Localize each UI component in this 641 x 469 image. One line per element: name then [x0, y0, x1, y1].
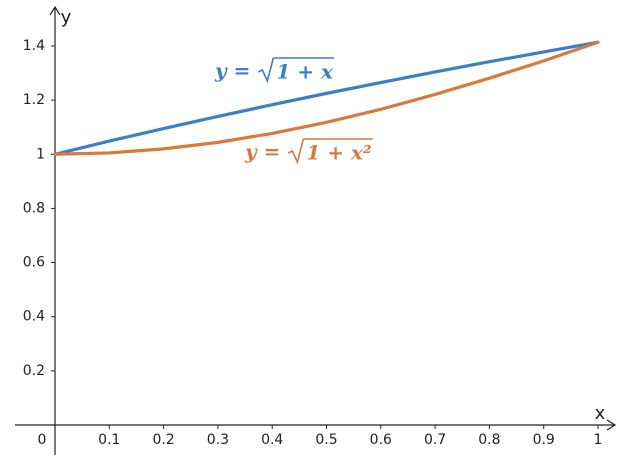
y-tick-label: 0.6: [23, 255, 45, 271]
y-tick-label: 0.8: [23, 200, 45, 216]
x-tick-label: 0.6: [370, 432, 392, 448]
y-tick-label: 0.4: [23, 309, 45, 325]
x-tick-label: 0.3: [207, 432, 229, 448]
y-tick-label: 1.4: [23, 38, 45, 54]
y-axis-arrow: [49, 5, 61, 16]
axes: x y: [15, 5, 617, 455]
equation-lhs: y =: [244, 140, 280, 164]
x-tick-label: 0.4: [261, 432, 283, 448]
x-tick-label: 0.1: [98, 432, 120, 448]
equation-radicand: 1 + x: [276, 60, 334, 84]
curve: [53, 40, 600, 156]
x-tick-label: 0.7: [424, 432, 446, 448]
x-tick-label: 0: [38, 432, 47, 448]
y-axis-label: y: [61, 7, 72, 28]
equation-lhs: y =: [214, 59, 250, 83]
x-tick-label: 0.8: [478, 432, 500, 448]
equation-radicand: 1 + x²: [306, 141, 372, 165]
curve: [53, 40, 600, 156]
x-tick-label: 0.2: [152, 432, 174, 448]
x-tick-label: 0.5: [315, 432, 337, 448]
radical-sign: [287, 138, 305, 165]
y-tick-label: 0.2: [23, 363, 45, 379]
equation-label: y = 1 + x²: [244, 138, 373, 165]
y-tick-label: 1.2: [23, 92, 45, 108]
x-axis-label: x: [595, 403, 606, 424]
x-tick-label: 0.9: [533, 432, 555, 448]
x-axis-arrow: [606, 419, 617, 431]
x-tick-label: 1: [594, 432, 603, 448]
equation-label: y = 1 + x: [214, 57, 334, 84]
y-tick-label: 1: [36, 146, 45, 162]
radical-sign: [257, 57, 275, 84]
